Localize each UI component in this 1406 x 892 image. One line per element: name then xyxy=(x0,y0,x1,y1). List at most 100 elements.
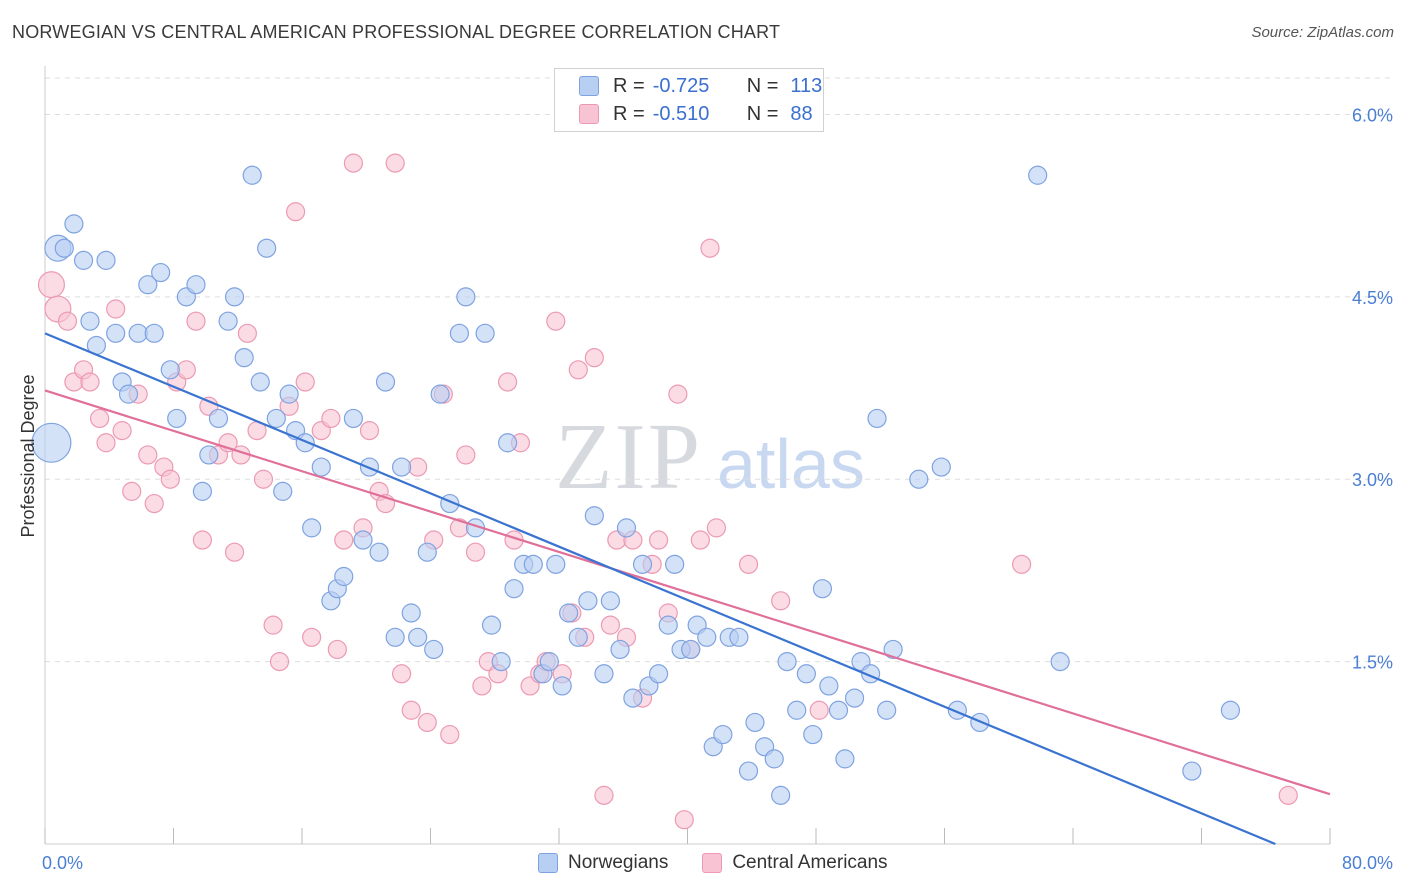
central-american-point xyxy=(1011,554,1032,574)
central-american-point xyxy=(385,153,405,173)
central-american-point xyxy=(674,810,694,830)
norwegian-point xyxy=(208,408,229,429)
central-american-point xyxy=(96,433,116,453)
legend-r-label: R = xyxy=(613,74,645,97)
norwegian-point xyxy=(54,238,74,258)
y-tick-label: 1.5% xyxy=(1352,653,1393,673)
legend-n-label: N = xyxy=(746,102,779,125)
norwegian-point xyxy=(186,275,206,295)
central-american-point xyxy=(176,360,196,380)
central-american-point xyxy=(285,202,306,222)
central-american-point xyxy=(408,457,428,477)
central-american-point xyxy=(668,384,688,404)
norwegian-point xyxy=(96,250,116,270)
norwegian-point xyxy=(498,433,518,453)
central-american-point xyxy=(237,323,257,343)
legend-swatch-pink xyxy=(579,104,599,124)
norwegian-point xyxy=(600,591,621,611)
norwegian-point xyxy=(568,627,588,647)
norwegian-point xyxy=(828,700,849,720)
norwegian-point xyxy=(481,615,502,635)
central-american-point xyxy=(302,627,322,647)
legend-swatch-blue xyxy=(538,853,558,873)
central-american-point xyxy=(112,421,132,441)
norwegian-point xyxy=(234,348,254,368)
central-american-point xyxy=(269,652,290,672)
norwegian-point xyxy=(796,664,816,684)
norwegian-point xyxy=(224,287,245,307)
norwegian-point xyxy=(273,481,293,501)
norwegian-point xyxy=(803,724,823,745)
central-american-point xyxy=(327,639,347,660)
legend-item-norwegians[interactable]: Norwegians xyxy=(538,852,668,874)
central-american-point xyxy=(690,530,710,550)
norwegian-point xyxy=(584,506,604,526)
norwegian-point xyxy=(31,422,72,463)
norwegian-point xyxy=(546,554,566,574)
tick-labels: 1.5% 3.0% 4.5% 6.0% 0.0% 80.0% xyxy=(42,105,1393,873)
norwegian-point xyxy=(417,542,437,562)
central-american-point xyxy=(90,408,110,429)
legend-swatch-blue xyxy=(579,76,599,96)
source-credit: Source: ZipAtlas.com xyxy=(1251,24,1394,41)
central-american-point xyxy=(359,421,380,441)
norwegian-point xyxy=(578,591,598,611)
legend-row-norwegians: R = -0.725 N = 113 xyxy=(579,73,822,99)
norwegian-point xyxy=(334,566,354,587)
central-american-point xyxy=(417,712,437,733)
norwegian-point xyxy=(883,639,903,660)
stats-legend: R = -0.725 N = 113 R = -0.510 N = 88 xyxy=(554,68,824,132)
central-american-point xyxy=(253,469,274,489)
central-american-point xyxy=(809,700,829,720)
norwegian-point xyxy=(369,542,389,562)
legend-item-central-americans[interactable]: Central Americans xyxy=(702,852,888,874)
central-american-point xyxy=(771,591,791,611)
central-american-point xyxy=(498,372,518,392)
series-norwegians-points xyxy=(31,165,1241,805)
central-american-point xyxy=(192,530,213,550)
y-tick-label: 4.5% xyxy=(1352,288,1393,308)
central-american-point xyxy=(321,408,341,429)
central-american-point xyxy=(391,664,412,684)
series-legend: Norwegians Central Americans xyxy=(538,852,922,874)
norwegian-point xyxy=(151,262,171,283)
central-american-point xyxy=(648,530,669,550)
central-american-point xyxy=(440,724,460,745)
central-american-point xyxy=(472,676,492,696)
norwegian-point xyxy=(623,688,643,708)
norwegian-point xyxy=(764,749,784,769)
central-american-point xyxy=(568,360,588,380)
norwegian-point xyxy=(250,372,270,392)
norwegian-point xyxy=(160,360,180,380)
norwegian-point xyxy=(1050,652,1070,672)
norwegian-point xyxy=(697,627,717,647)
norwegian-point xyxy=(877,700,897,720)
legend-r-value: -0.725 xyxy=(652,74,710,97)
central-american-point xyxy=(160,469,180,489)
norwegian-point xyxy=(138,275,158,295)
central-american-point xyxy=(401,700,421,720)
norwegian-point xyxy=(375,372,396,392)
central-american-point xyxy=(263,615,283,635)
central-american-point xyxy=(465,542,486,562)
norwegian-point xyxy=(64,214,84,234)
trend-line-central-americans xyxy=(44,389,1331,796)
norwegian-point xyxy=(632,554,653,574)
norwegian-point xyxy=(771,785,791,805)
norwegian-point xyxy=(867,408,887,429)
norwegian-point xyxy=(199,445,219,465)
norwegian-point xyxy=(353,530,373,550)
norwegian-point xyxy=(391,457,412,477)
norwegian-point xyxy=(1028,165,1048,185)
norwegian-point xyxy=(523,554,543,574)
central-american-point xyxy=(343,153,363,173)
central-american-point xyxy=(584,348,604,368)
norwegian-point xyxy=(729,627,749,647)
central-american-point xyxy=(224,542,245,562)
central-american-point xyxy=(738,554,759,574)
norwegian-point xyxy=(713,724,733,745)
central-american-point xyxy=(1278,785,1298,805)
norwegian-point xyxy=(118,384,139,404)
y-tick-label: 6.0% xyxy=(1352,105,1393,125)
norwegian-point xyxy=(295,433,315,453)
